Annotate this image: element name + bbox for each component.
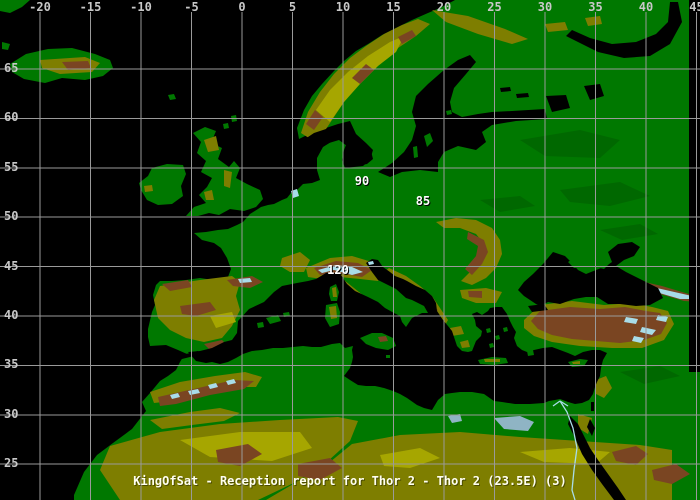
longitude-tick-label: 15 (386, 0, 401, 14)
latitude-tick-label: 30 (4, 406, 19, 421)
latitude-tick-label: 25 (4, 456, 19, 471)
longitude-tick-label: -5 (184, 0, 199, 14)
latitude-tick-label: 65 (4, 61, 19, 75)
reception-value-label: 85 (415, 194, 431, 208)
reception-value-label: 120 (327, 263, 349, 277)
longitude-tick-label: 45 (689, 0, 700, 14)
longitude-tick-label: 30 (537, 0, 553, 14)
longitude-tick-label: -15 (79, 0, 102, 14)
latitude-tick-label: 60 (4, 110, 19, 125)
latitude-tick-label: 50 (4, 209, 19, 224)
longitude-tick-label: 0 (238, 0, 246, 14)
inland-water-layer (291, 189, 578, 500)
longitude-tick-label: 5 (288, 0, 297, 14)
longitude-tick-label: 10 (335, 0, 351, 14)
latitude-tick-label: 45 (4, 258, 19, 273)
island-layer (257, 110, 610, 367)
grid-layer (0, 12, 700, 500)
longitude-tick-label: 40 (638, 0, 654, 14)
map-caption: KingOfSat - Reception report for Thor 2 … (133, 474, 567, 488)
longitude-tick-label: 20 (436, 0, 452, 14)
longitude-tick-label: 25 (487, 0, 502, 14)
latitude-tick-label: 55 (4, 159, 19, 174)
longitude-tick-label: -10 (130, 0, 152, 14)
island-mountain-layer (378, 336, 388, 342)
latitude-tick-label: 40 (4, 308, 19, 322)
latitude-tick-label: 35 (4, 357, 19, 372)
reception-value-label: 90 (354, 174, 370, 188)
longitude-tick-label: 35 (588, 0, 603, 14)
longitude-tick-label: -20 (29, 0, 51, 14)
